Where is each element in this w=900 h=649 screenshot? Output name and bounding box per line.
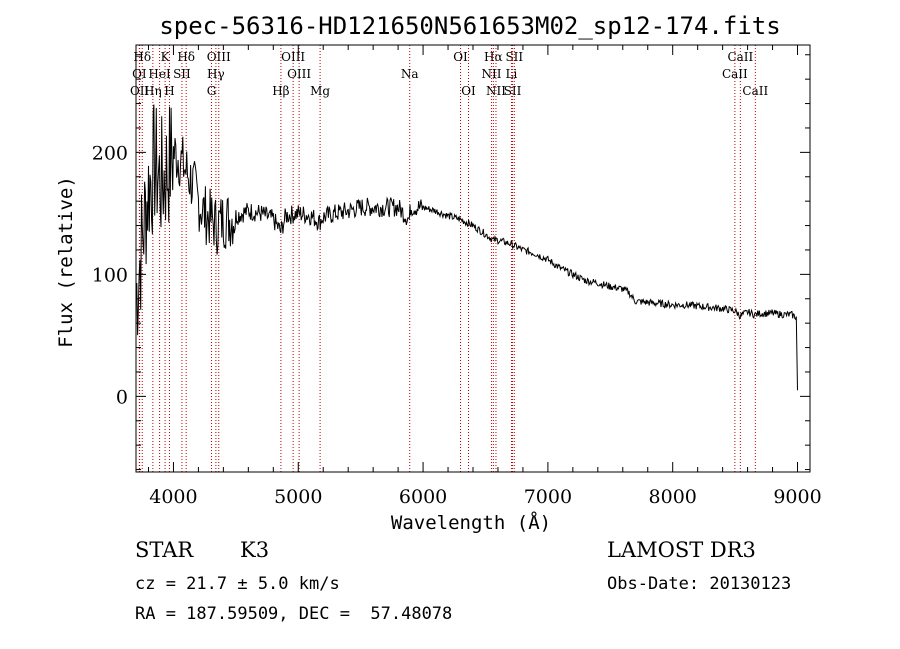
x-tick-label: 4000 xyxy=(149,486,197,508)
line-marker-label: Hη xyxy=(144,84,162,98)
line-marker-label: Hα xyxy=(484,50,503,64)
line-marker-label: SII xyxy=(504,84,522,98)
line-marker-label: CaII xyxy=(742,84,768,98)
y-axis-title: Flux (relative) xyxy=(55,176,77,348)
x-tick-label: 8000 xyxy=(649,486,697,508)
line-marker-label: OIII xyxy=(207,50,231,64)
survey-name: LAMOST DR3 xyxy=(607,538,756,562)
line-marker-label: H xyxy=(164,84,174,98)
sky-coordinates: RA = 187.59509, DEC = 57.48078 xyxy=(135,604,453,624)
redshift-velocity: cz = 21.7 ± 5.0 km/s xyxy=(135,574,340,594)
y-tick-label: 0 xyxy=(116,386,128,408)
line-marker-label: Hδ xyxy=(177,50,195,64)
observation-date: Obs-Date: 20130123 xyxy=(607,574,792,594)
line-marker-label: OI xyxy=(453,50,468,64)
x-axis-title: Wavelength (Å) xyxy=(391,511,551,534)
x-tick-label: 7000 xyxy=(524,486,572,508)
chart-title: spec-56316-HD121650N561653M02_sp12-174.f… xyxy=(159,12,780,40)
line-marker-label: Mg xyxy=(310,84,330,98)
line-marker-label: G xyxy=(207,84,217,98)
line-marker-label: NII xyxy=(486,84,506,98)
line-marker-label: Hγ xyxy=(207,67,225,81)
spectrum-series xyxy=(135,104,798,391)
x-tick-label: 9000 xyxy=(773,486,821,508)
line-marker-label: Hβ xyxy=(272,84,289,98)
line-marker-label: OIII xyxy=(281,50,305,64)
line-marker-label: K xyxy=(161,50,171,64)
line-marker-label: CaII xyxy=(727,50,753,64)
x-tick-label: 6000 xyxy=(399,486,447,508)
line-marker-label: Hδ xyxy=(133,50,151,64)
x-tick-label: 5000 xyxy=(274,486,322,508)
line-marker-label: SII xyxy=(173,67,191,81)
object-class: STAR xyxy=(135,538,194,562)
line-marker-label: CaII xyxy=(722,67,748,81)
spectrum-line xyxy=(135,104,798,391)
axis-ticks: 4000 5000 6000 7000 8000 9000 0 100 200 xyxy=(92,45,822,508)
line-marker-label: OII xyxy=(130,84,150,98)
y-tick-label: 100 xyxy=(92,264,128,286)
line-marker-label: NII xyxy=(481,67,501,81)
line-marker-label: OIII xyxy=(287,67,311,81)
line-marker-label: SII xyxy=(505,50,523,64)
y-tick-label: 200 xyxy=(92,142,128,164)
line-marker-label: Li xyxy=(506,67,518,81)
line-marker-label: HeI xyxy=(148,67,171,81)
line-marker-label: Na xyxy=(401,67,419,81)
line-marker-label: OI xyxy=(461,84,476,98)
object-subclass: K3 xyxy=(240,538,270,562)
plot-frame xyxy=(135,44,811,473)
